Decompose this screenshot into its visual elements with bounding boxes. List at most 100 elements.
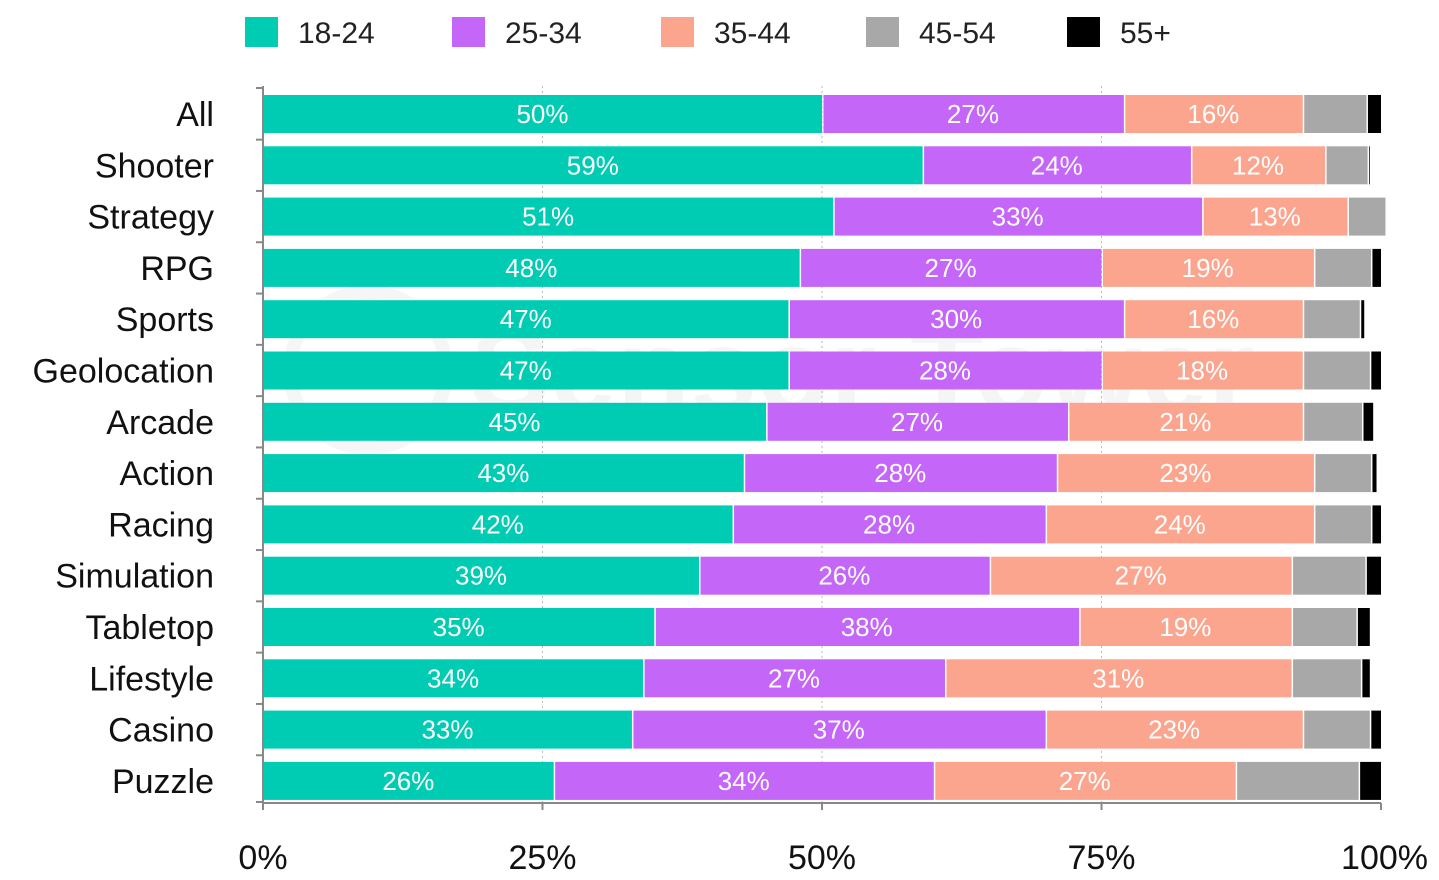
bar-casino-35-44 <box>1047 710 1303 749</box>
bar-all-25-34 <box>823 95 1124 133</box>
bar-tabletop-18-24 <box>263 608 655 646</box>
data-label-action-25-34: 28% <box>874 458 926 488</box>
bar-all-45-54 <box>1304 95 1367 133</box>
bar-sports-25-34 <box>789 300 1124 339</box>
bar-sports-35-44 <box>1125 300 1303 339</box>
bar-strategy-18-24 <box>263 197 834 236</box>
bar-racing-55 <box>1372 505 1381 544</box>
legend-swatch-25-34 <box>452 17 485 47</box>
bar-action-35-44 <box>1058 454 1314 493</box>
bar-simulation-45-54 <box>1293 556 1366 595</box>
legend-swatch-45-54 <box>866 17 899 47</box>
category-label-lifestyle: Lifestyle <box>89 660 214 698</box>
bar-all-35-44 <box>1125 95 1303 133</box>
category-label-casino: Casino <box>108 712 214 750</box>
bar-sports-18-24 <box>263 300 789 339</box>
data-label-arcade-18-24: 45% <box>489 407 541 437</box>
bar-rpg-18-24 <box>263 248 800 287</box>
bar-puzzle-18-24 <box>263 761 554 800</box>
data-label-geolocation-35-44: 18% <box>1176 356 1228 386</box>
bar-sports-45-54 <box>1304 300 1360 339</box>
bar-shooter-25-34 <box>924 146 1191 185</box>
category-label-rpg: RPG <box>140 250 214 288</box>
bar-arcade-25-34 <box>767 402 1068 441</box>
bar-tabletop-35-44 <box>1080 608 1292 646</box>
bar-tabletop-55 <box>1357 608 1370 646</box>
bar-shooter-18-24 <box>263 146 923 185</box>
data-label-lifestyle-35-44: 31% <box>1092 663 1144 693</box>
data-label-strategy-25-34: 33% <box>992 202 1044 232</box>
data-label-rpg-35-44: 19% <box>1182 253 1234 283</box>
data-label-puzzle-25-34: 34% <box>718 766 770 796</box>
data-label-rpg-18-24: 48% <box>505 253 557 283</box>
bar-racing-35-44 <box>1047 505 1314 544</box>
data-label-all-18-24: 50% <box>516 99 568 129</box>
category-label-shooter: Shooter <box>95 147 214 185</box>
legend-label-25-34: 25-34 <box>505 17 582 50</box>
bar-lifestyle-55 <box>1362 659 1370 698</box>
data-label-arcade-25-34: 27% <box>891 407 943 437</box>
bar-arcade-45-54 <box>1304 402 1362 441</box>
data-label-tabletop-18-24: 35% <box>433 612 485 642</box>
data-label-sports-18-24: 47% <box>500 304 552 334</box>
data-label-casino-18-24: 33% <box>421 715 473 745</box>
category-label-strategy: Strategy <box>87 199 214 237</box>
category-label-racing: Racing <box>108 506 214 544</box>
bar-geolocation-25-34 <box>789 351 1102 390</box>
legend-label-55: 55+ <box>1120 17 1171 50</box>
data-label-simulation-18-24: 39% <box>455 561 507 591</box>
bar-strategy-45-54 <box>1348 197 1386 236</box>
data-label-lifestyle-18-24: 34% <box>427 663 479 693</box>
category-label-simulation: Simulation <box>55 558 214 596</box>
bar-strategy-35-44 <box>1203 197 1348 236</box>
bar-shooter-35-44 <box>1192 146 1326 185</box>
data-label-shooter-35-44: 12% <box>1232 150 1284 180</box>
data-label-all-25-34: 27% <box>947 99 999 129</box>
category-label-tabletop: Tabletop <box>85 609 214 647</box>
bar-rpg-45-54 <box>1315 248 1371 287</box>
bar-casino-55 <box>1371 710 1381 749</box>
bar-geolocation-45-54 <box>1304 351 1370 390</box>
category-label-action: Action <box>120 455 215 493</box>
bar-arcade-18-24 <box>263 402 767 441</box>
data-label-tabletop-35-44: 19% <box>1159 612 1211 642</box>
bar-action-45-54 <box>1315 454 1371 493</box>
bar-racing-45-54 <box>1315 505 1371 544</box>
bar-lifestyle-18-24 <box>263 659 644 698</box>
bar-puzzle-25-34 <box>555 761 934 800</box>
data-label-action-18-24: 43% <box>477 458 529 488</box>
data-label-shooter-25-34: 24% <box>1031 150 1083 180</box>
data-label-puzzle-35-44: 27% <box>1059 766 1111 796</box>
category-label-puzzle: Puzzle <box>112 763 214 801</box>
bar-action-25-34 <box>745 454 1057 493</box>
x-tick-label-0: 0% <box>238 839 287 877</box>
bar-lifestyle-25-34 <box>644 659 945 698</box>
data-label-rpg-25-34: 27% <box>925 253 977 283</box>
bar-casino-25-34 <box>633 710 1046 749</box>
data-label-action-35-44: 23% <box>1159 458 1211 488</box>
legend-label-18-24: 18-24 <box>298 17 375 50</box>
data-label-shooter-18-24: 59% <box>567 150 619 180</box>
bar-tabletop-25-34 <box>655 608 1080 646</box>
category-label-arcade: Arcade <box>106 404 214 442</box>
data-label-tabletop-25-34: 38% <box>841 612 893 642</box>
bar-lifestyle-45-54 <box>1293 659 1361 698</box>
data-label-strategy-18-24: 51% <box>522 202 574 232</box>
x-tick-label-100: 100% <box>1341 839 1428 877</box>
bar-simulation-18-24 <box>263 556 700 595</box>
bar-lifestyle-35-44 <box>946 659 1292 698</box>
bar-casino-18-24 <box>263 710 632 749</box>
data-label-casino-35-44: 23% <box>1148 715 1200 745</box>
bar-puzzle-45-54 <box>1237 761 1359 800</box>
data-label-lifestyle-25-34: 27% <box>768 663 820 693</box>
bar-rpg-55 <box>1372 248 1381 287</box>
bar-rpg-25-34 <box>801 248 1102 287</box>
category-label-geolocation: Geolocation <box>33 353 214 391</box>
data-label-racing-18-24: 42% <box>472 509 524 539</box>
bar-shooter-45-54 <box>1326 146 1368 185</box>
data-label-simulation-35-44: 27% <box>1115 561 1167 591</box>
bar-simulation-25-34 <box>700 556 990 595</box>
axes: All Shooter Strategy RPG Sports Geolocation Ar… <box>33 86 1428 877</box>
legend: 18-24 25-34 35-44 45-54 55+ <box>245 17 1171 50</box>
data-label-racing-35-44: 24% <box>1154 509 1206 539</box>
